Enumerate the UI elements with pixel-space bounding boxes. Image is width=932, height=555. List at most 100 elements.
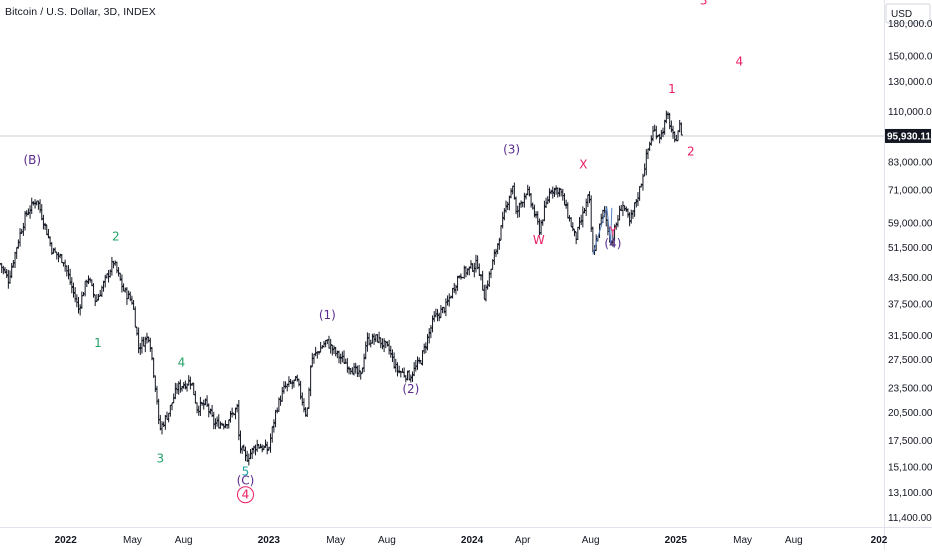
ohlc-bar	[269, 433, 272, 452]
ohlc-bar	[47, 229, 50, 238]
ohlc-bar	[104, 275, 107, 288]
ohlc-bar	[154, 376, 157, 392]
ohlc-bar	[5, 269, 8, 278]
ohlc-bar	[70, 277, 73, 293]
ohlc-bar	[281, 387, 284, 402]
ohlc-bar	[0, 263, 3, 273]
ohlc-bar	[42, 215, 45, 230]
ohlc-bar	[443, 307, 446, 313]
ohlc-bar	[581, 206, 584, 227]
ohlc-bar	[678, 120, 681, 132]
ohlc-bar	[324, 340, 327, 347]
ohlc-bar	[284, 381, 287, 388]
ohlc-bar	[526, 185, 529, 195]
ohlc-bar	[478, 263, 481, 276]
y-tick-label: 130,000.00	[888, 77, 932, 88]
y-tick-label: 51,500.00	[888, 243, 932, 254]
ohlc-bar	[109, 269, 112, 277]
ohlc-bar	[448, 293, 451, 306]
ohlc-bar	[162, 422, 165, 427]
ohlc-bar	[321, 345, 324, 349]
wave-label: (2)	[402, 382, 419, 396]
ohlc-bar	[155, 386, 158, 405]
ohlc-bar	[560, 189, 563, 197]
ohlc-bar	[291, 380, 294, 389]
ohlc-bar	[194, 391, 197, 404]
ohlc-bar	[459, 273, 462, 279]
current-price-badge: 95,930.11	[885, 129, 931, 143]
ohlc-bar	[389, 346, 392, 358]
ohlc-bar	[110, 257, 113, 276]
x-tick-label: May	[733, 535, 752, 546]
y-tick-label: 180,000.00	[888, 19, 932, 30]
ohlc-bar	[381, 338, 384, 349]
ohlc-bar	[117, 267, 120, 276]
ohlc-bar	[668, 113, 671, 129]
wave-label: W	[533, 233, 545, 247]
ohlc-bar	[169, 405, 172, 416]
ohlc-bar	[132, 300, 135, 310]
y-tick-label: 15,100.00	[888, 462, 932, 473]
ohlc-bar	[423, 344, 426, 354]
ohlc-bar	[187, 375, 190, 385]
y-tick-label: 37,500.00	[888, 300, 932, 311]
wave-label: 1	[668, 82, 676, 96]
ohlc-bar	[147, 337, 150, 343]
ohlc-bar	[311, 353, 314, 367]
ohlc-bar	[501, 212, 504, 229]
ohlc-bar	[474, 255, 477, 273]
ohlc-bar	[362, 354, 365, 373]
ohlc-bar	[585, 199, 588, 216]
ohlc-bar	[439, 305, 442, 318]
ohlc-bar	[216, 417, 219, 427]
ohlc-bar	[84, 281, 87, 296]
ohlc-bar	[451, 288, 454, 299]
ohlc-bar	[322, 341, 325, 348]
ohlc-bar	[416, 356, 419, 369]
ohlc-bar	[354, 363, 357, 374]
ohlc-bar	[548, 188, 551, 203]
ohlc-bar	[197, 406, 200, 416]
ohlc-bar	[396, 362, 399, 376]
ohlc-bar	[673, 131, 676, 142]
ohlc-bar	[523, 193, 526, 208]
ohlc-bar	[391, 349, 394, 362]
y-tick-label: 150,000.00	[888, 51, 932, 62]
ohlc-bar	[179, 380, 182, 393]
ohlc-bar	[357, 365, 360, 377]
ohlc-bar	[25, 210, 28, 216]
ohlc-bar	[129, 292, 132, 302]
ohlc-bar	[665, 111, 668, 124]
ohlc-bar	[388, 340, 391, 355]
y-tick-label: 43,500.00	[888, 273, 932, 284]
y-tick-label: 71,000.00	[888, 185, 932, 196]
x-tick-label: 2022	[55, 535, 78, 546]
ohlc-bar	[591, 227, 594, 252]
wave-label: 3	[700, 0, 708, 7]
ohlc-bar	[536, 211, 539, 225]
ohlc-bar	[135, 327, 138, 336]
ohlc-bar	[513, 183, 516, 200]
ohlc-bar	[561, 189, 564, 201]
ohlc-bar	[511, 186, 514, 195]
y-tick-label: 23,500.00	[888, 383, 932, 394]
ohlc-bar	[346, 358, 349, 373]
wave-label: (4)	[604, 236, 621, 250]
ohlc-bar	[94, 295, 97, 306]
y-tick-label: 83,000.00	[888, 157, 932, 168]
x-tick-label: Aug	[175, 535, 193, 546]
ohlc-bar	[17, 239, 20, 248]
ohlc-bar	[244, 447, 247, 462]
ohlc-bar	[112, 261, 115, 268]
ohlc-bar	[628, 212, 631, 226]
ohlc-bar	[414, 360, 417, 372]
ohlc-bar	[576, 227, 579, 240]
ohlc-bar	[192, 383, 195, 395]
y-tick-label: 31,500.00	[888, 331, 932, 342]
ohlc-bar	[241, 446, 244, 453]
x-tick-label: Aug	[785, 535, 803, 546]
ohlc-bar	[195, 402, 198, 413]
ohlc-bar	[75, 294, 78, 307]
ohlc-bar	[7, 270, 10, 289]
